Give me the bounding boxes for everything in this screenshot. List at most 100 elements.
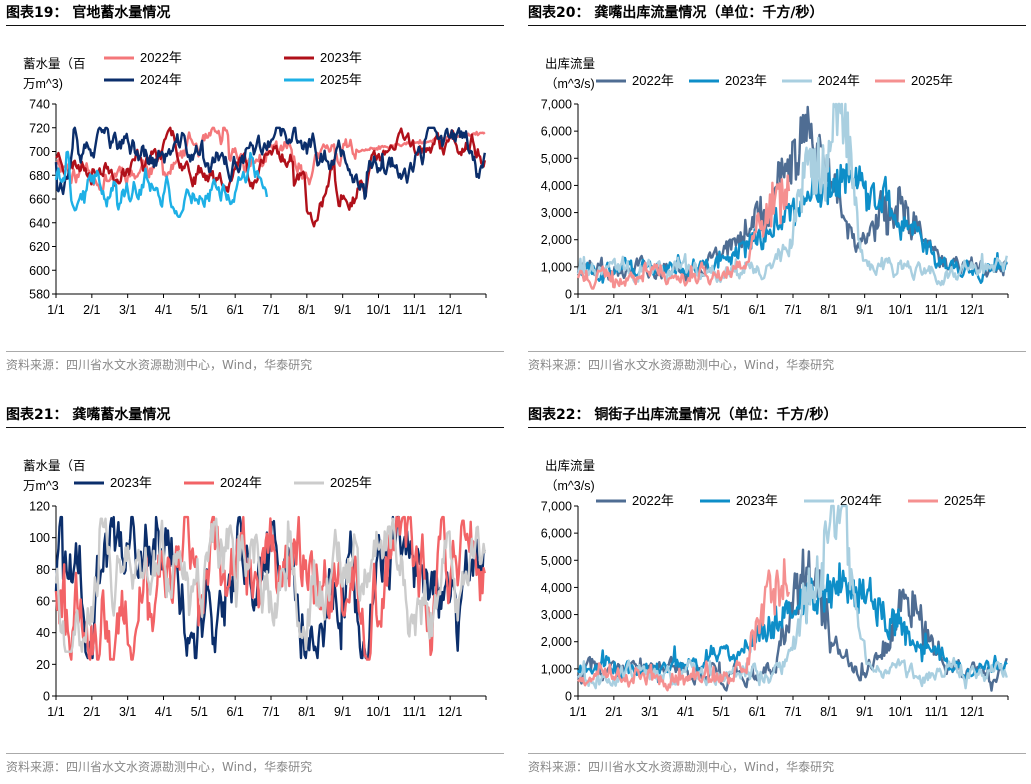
source-note: 资料来源：四川省水文水资源勘测中心，Wind，华泰研究 [6,760,313,774]
chart-panel-22: 图表22： 铜街子出库流量情况（单位：千方/秒） 出库流量 （m^3/s) 2022… [528,402,1028,774]
y-tick-label: 60 [36,595,50,609]
title-rule [6,427,504,428]
y-tick-label: 5,000 [541,554,572,568]
x-tick-label: 7/1 [784,303,801,317]
source-rule [528,351,1026,352]
line-chart: 蓄水量（百万m^3 2023年 2024年 2025年 0 20 40 60 80 100 120 1… [23,459,487,719]
y-tick-label: 20 [36,658,50,672]
x-tick-label: 10/1 [366,303,390,317]
y-tick-label: 120 [29,500,50,514]
title-rule [6,25,504,26]
series-line-2025年 [577,558,791,692]
x-tick-label: 9/1 [856,303,873,317]
y-tick-label: 700 [29,145,50,159]
x-tick-label: 6/1 [226,303,243,317]
x-tick-label: 11/1 [925,303,948,317]
y-axis-label: 蓄水量（百 [23,459,86,473]
y-tick-label: 7,000 [541,98,572,112]
y-tick-label: 80 [36,563,50,577]
y-tick-label: 6,000 [541,527,572,541]
line-chart: 蓄水量（百万m^3) 2022年 2023年 2024年 2025年 580 600 620 6… [23,50,487,317]
x-tick-label: 1/1 [47,303,64,317]
series-line-2024年 [577,504,1008,690]
x-tick-label: 3/1 [641,705,658,719]
x-tick-label: 3/1 [641,303,658,317]
legend: 2022年 2023年 2024年 2025年 [596,73,953,88]
legend-label: 2025年 [330,475,372,490]
x-tick-label: 7/1 [262,303,279,317]
y-tick-label: 1,000 [541,662,572,676]
y-tick-label: 3,000 [541,206,572,220]
legend-label: 2023年 [110,475,152,490]
series-line-2024年 [54,515,486,661]
x-tick-label: 9/1 [856,705,873,719]
series-line-2022年 [576,105,1008,282]
x-tick-label: 10/1 [888,705,912,719]
legend-label: 2023年 [736,493,778,508]
source-rule [6,351,504,352]
y-tick-label: 40 [36,626,50,640]
y-axis-label: （m^3/s) [545,479,595,493]
x-tick-label: 10/1 [366,705,390,719]
y-tick-label: 620 [29,240,50,254]
x-tick-label: 1/1 [569,303,586,317]
legend-label: 2024年 [140,72,182,87]
y-tick-label: 7,000 [541,500,572,514]
y-tick-label: 2,000 [541,635,572,649]
legend-label: 2022年 [632,493,674,508]
legend: 2023年 2024年 2025年 [74,475,372,490]
x-tick-label: 8/1 [820,303,837,317]
y-tick-label: 600 [29,264,50,278]
legend-label: 2025年 [911,73,953,88]
title-rule [528,427,1026,428]
source-note: 资料来源：四川省水文水资源勘测中心，Wind，华泰研究 [528,760,835,774]
x-tick-label: 2/1 [605,705,622,719]
x-tick-label: 7/1 [262,705,279,719]
x-tick-label: 7/1 [784,705,801,719]
x-tick-label: 3/1 [119,705,136,719]
legend-label: 2022年 [140,50,182,65]
x-tick-label: 4/1 [677,303,694,317]
chart-panel-20: 图表20： 龚嘴出库流量情况（单位：千方/秒） 出库流量 （m^3/s) 2022年… [528,0,1028,372]
chart-panel-21: 图表21： 龚嘴蓄水量情况 蓄水量（百万m^3 2023年 2024年 2025年 0 2… [6,402,506,774]
legend: 2022年 2023年 2024年 2025年 [596,493,986,508]
x-tick-label: 2/1 [605,303,622,317]
y-tick-label: 2,000 [541,233,572,247]
x-tick-label: 6/1 [226,705,243,719]
x-tick-label: 9/1 [334,705,351,719]
legend: 2022年 2023年 2024年 2025年 [104,50,362,87]
source-note: 资料来源：四川省水文水资源勘测中心，Wind，华泰研究 [528,358,835,372]
x-tick-label: 12/1 [438,303,462,317]
y-tick-label: 6,000 [541,125,572,139]
y-tick-label: 580 [29,288,50,302]
chart-title: 图表21： 龚嘴蓄水量情况 [6,407,171,423]
series-line-2024年 [54,126,486,200]
x-tick-label: 4/1 [155,705,172,719]
x-tick-label: 8/1 [298,303,315,317]
line-chart: 出库流量 （m^3/s) 2022年 2023年 2024年 2025年 0 1,000 2,0… [541,56,1009,317]
x-tick-label: 5/1 [191,303,208,317]
x-tick-label: 1/1 [569,705,586,719]
y-axis-label: 万m^3) [23,77,63,91]
y-tick-label: 3,000 [541,608,572,622]
y-tick-label: 0 [43,690,50,704]
source-note: 资料来源：四川省水文水资源勘测中心，Wind，华泰研究 [6,358,313,372]
y-tick-label: 680 [29,169,50,183]
legend-label: 2025年 [320,72,362,87]
line-chart: 出库流量 （m^3/s) 2022年 2023年 2024年 2025年 0 1,000 2,0… [541,458,1009,719]
y-axis-label: 万m^3 [23,479,59,493]
x-tick-label: 4/1 [155,303,172,317]
chart-title: 图表19： 官地蓄水量情况 [6,5,171,21]
series-line-2024年 [576,102,1008,287]
legend-label: 2025年 [944,493,986,508]
x-tick-label: 2/1 [83,705,100,719]
y-tick-label: 5,000 [541,152,572,166]
x-tick-label: 8/1 [820,705,837,719]
source-rule [528,753,1026,754]
legend-label: 2022年 [632,73,674,88]
series-line-2025年 [54,517,486,653]
series-line-2023年 [55,126,486,228]
x-tick-label: 8/1 [298,705,315,719]
y-axis-label: 蓄水量（百 [23,57,86,71]
x-tick-label: 5/1 [713,303,730,317]
